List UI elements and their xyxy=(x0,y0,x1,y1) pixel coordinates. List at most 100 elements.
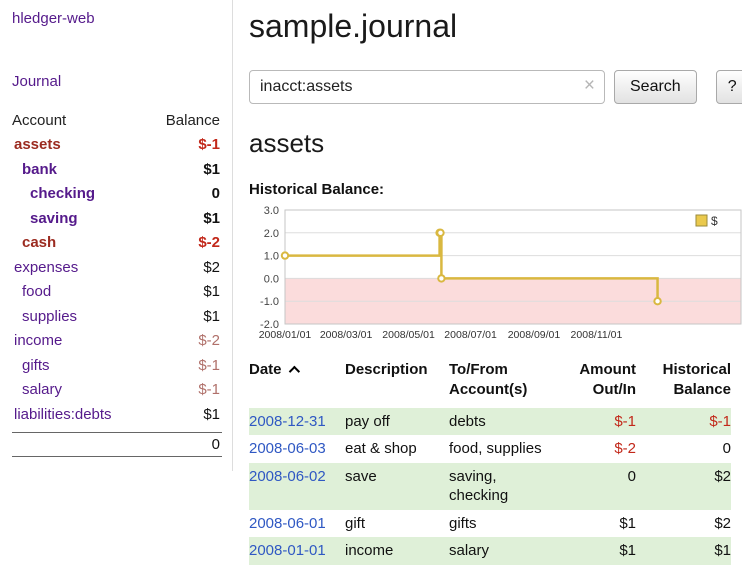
account-row: salary $-1 xyxy=(12,381,222,406)
date-cell: 2008-01-01 xyxy=(249,537,345,565)
search-button[interactable]: Search xyxy=(614,70,697,104)
description-cell: gift xyxy=(345,514,366,532)
date-link[interactable]: 2008-06-03 xyxy=(249,440,326,457)
clear-search-icon[interactable]: × xyxy=(583,75,595,96)
account-link-bank[interactable]: bank xyxy=(22,160,58,178)
account-link-income[interactable]: income xyxy=(14,332,63,349)
column-header-amount-out-in[interactable]: Amount Out/In xyxy=(559,358,636,408)
account-balance: $1 xyxy=(203,405,220,423)
account-balance: $-2 xyxy=(198,332,220,349)
account-column-header: Account xyxy=(12,112,67,129)
account-link-food[interactable]: food xyxy=(22,283,52,300)
account-link-supplies[interactable]: supplies xyxy=(22,307,78,325)
sidebar: hledger-web Journal Account Balance asse… xyxy=(0,0,233,471)
date-link[interactable]: 2008-01-01 xyxy=(249,542,326,559)
amount-cell: $-1 xyxy=(614,412,636,430)
account-row: checking 0 xyxy=(12,185,222,210)
date-cell: 2008-06-03 xyxy=(249,435,345,463)
svg-text:2008/05/01: 2008/05/01 xyxy=(382,329,435,341)
account-balance: $1 xyxy=(203,209,220,227)
account-balance: 0 xyxy=(211,185,220,202)
account-row: expenses $2 xyxy=(12,259,222,284)
svg-text:-1.0: -1.0 xyxy=(260,296,279,308)
account-link-salary[interactable]: salary xyxy=(22,381,63,398)
accounts-table-header: Account Balance xyxy=(12,110,222,136)
help-button[interactable]: ? xyxy=(715,70,742,104)
account-row: cash $-2 xyxy=(12,234,222,259)
column-header-date[interactable]: Date xyxy=(249,358,345,408)
account-balance: $-1 xyxy=(198,136,220,153)
svg-text:2008/03/01: 2008/03/01 xyxy=(320,329,373,341)
account-balance: $1 xyxy=(203,160,220,178)
account-row: assets $-1 xyxy=(12,136,222,161)
balance-cell: $-1 xyxy=(709,412,731,430)
register-table-header-row: Date Description To/From Account(s) Amount … xyxy=(249,358,731,408)
account-balance: $1 xyxy=(203,283,220,300)
account-row: liabilities:debts $1 xyxy=(12,406,222,431)
account-link-expenses[interactable]: expenses xyxy=(14,258,79,276)
main-content: sample.journal × Search ? assets Histori… xyxy=(233,0,742,565)
description-cell: eat & shop xyxy=(345,440,417,457)
date-link[interactable]: 2008-06-02 xyxy=(249,467,326,485)
page-title: sample.journal xyxy=(249,8,458,44)
journal-link[interactable]: Journal xyxy=(12,73,62,90)
date-link[interactable]: 2008-06-01 xyxy=(249,514,326,532)
account-heading: assets xyxy=(249,128,325,158)
svg-text:$: $ xyxy=(711,214,718,228)
register-row: 2008-01-01 income salary $1 $1 xyxy=(249,537,731,565)
account-link-checking[interactable]: checking xyxy=(30,185,96,202)
svg-text:2.0: 2.0 xyxy=(264,228,279,240)
date-link[interactable]: 2008-12-31 xyxy=(249,412,326,430)
app: hledger-web Journal Account Balance asse… xyxy=(0,0,742,565)
svg-text:3.0: 3.0 xyxy=(264,206,279,217)
accounts-cell: food, supplies xyxy=(449,440,542,457)
amount-cell: $-2 xyxy=(614,440,636,457)
column-header-label: Description xyxy=(345,361,428,378)
account-balance: $-1 xyxy=(198,381,220,398)
balance-cell: 0 xyxy=(722,440,731,457)
search-input[interactable] xyxy=(249,70,605,104)
description-cell: pay off xyxy=(345,412,390,430)
chart-title: Historical Balance: xyxy=(249,181,385,198)
column-header-label: To/From Account(s) xyxy=(449,361,528,399)
app-title-link[interactable]: hledger-web xyxy=(12,10,95,27)
account-row: gifts $-1 xyxy=(12,357,222,382)
accounts-total-value: 0 xyxy=(211,436,220,453)
account-row: food $1 xyxy=(12,283,222,308)
account-balance: $-2 xyxy=(198,234,220,251)
account-link-saving[interactable]: saving xyxy=(30,209,78,227)
column-header-label: Historical Balance xyxy=(662,361,731,399)
svg-text:2008/01/01: 2008/01/01 xyxy=(259,329,312,341)
svg-text:0.0: 0.0 xyxy=(264,273,279,285)
accounts-cell: gifts xyxy=(449,514,477,532)
column-header-description[interactable]: Description xyxy=(345,358,449,408)
account-link-gifts[interactable]: gifts xyxy=(22,356,50,374)
account-balance: $2 xyxy=(203,258,220,276)
description-cell: income xyxy=(345,542,394,559)
svg-text:2008/11/01: 2008/11/01 xyxy=(571,329,623,341)
register-row: 2008-06-03 eat & shop food, supplies $-2 0 xyxy=(249,435,731,463)
svg-text:2008/07/01: 2008/07/01 xyxy=(444,329,497,341)
account-link-cash[interactable]: cash xyxy=(22,234,57,251)
date-cell: 2008-06-02 xyxy=(249,463,345,510)
column-header-label: Amount Out/In xyxy=(579,361,636,399)
account-link-liabilities-debts[interactable]: liabilities:debts xyxy=(14,405,112,423)
amount-cell: $1 xyxy=(619,542,636,559)
balance-cell: $2 xyxy=(714,467,731,485)
accounts-cell: saving, checking xyxy=(449,467,509,505)
accounts-total-row: 0 xyxy=(12,432,222,457)
account-balance: $1 xyxy=(203,307,220,325)
accounts-cell: debts xyxy=(449,412,486,430)
register-row: 2008-06-02 save saving, checking 0 $2 xyxy=(249,462,731,510)
accounts-table: Account Balance assets $-1 bank $1 checking 0… xyxy=(12,110,222,457)
balance-cell: $2 xyxy=(714,514,731,532)
svg-text:1.0: 1.0 xyxy=(264,251,279,263)
account-link-assets[interactable]: assets xyxy=(14,136,61,153)
search-field-wrapper: × xyxy=(249,70,605,104)
column-header-to-from-account-s[interactable]: To/From Account(s) xyxy=(449,358,559,408)
account-balance: $-1 xyxy=(198,356,220,374)
account-row: income $-2 xyxy=(12,332,222,357)
column-header-historical-balance[interactable]: Historical Balance xyxy=(636,358,731,408)
register-table: Date Description To/From Account(s) Amount … xyxy=(249,358,731,565)
